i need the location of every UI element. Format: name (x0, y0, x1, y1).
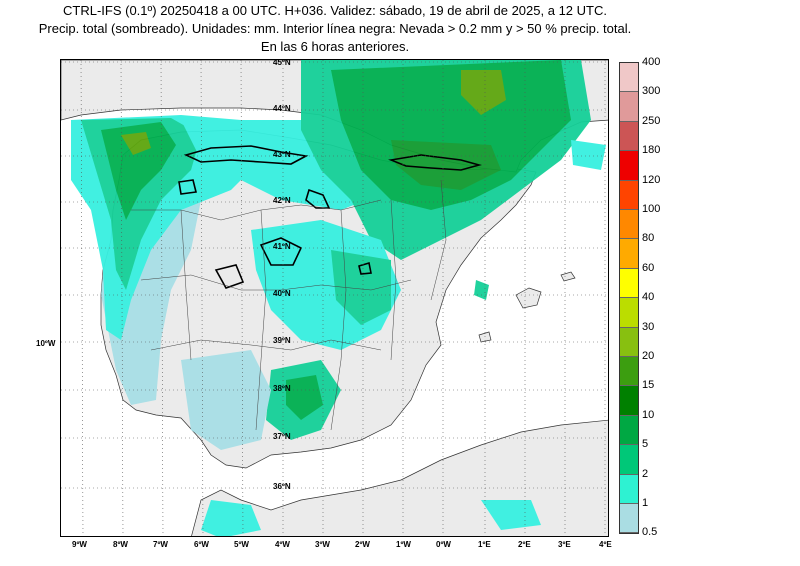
legend-color-box (620, 151, 638, 181)
map-title-line-1: CTRL-IFS (0.1º) 20250418 a 00 UTC. H+036… (63, 3, 607, 18)
legend-color-box (620, 298, 638, 328)
precip-olive-northwest (121, 132, 151, 155)
legend-color-box (620, 386, 638, 416)
latitude-label-43: 43ºN (273, 150, 291, 159)
legend-label: 100 (642, 203, 661, 215)
legend-label: 0.5 (642, 526, 658, 539)
longitude-label-3e: 3ºE (558, 540, 571, 549)
map-title-line-2: Precip. total (sombreado). Unidades: mm.… (38, 21, 632, 36)
precip-cyan-africa (201, 500, 261, 536)
longitude-label-2e: 2ºE (518, 540, 531, 549)
precip-light-blue-south (181, 350, 271, 450)
latitude-label-40: 40ºN (273, 289, 291, 298)
legend-color-box (620, 504, 638, 534)
longitude-label-4e: 4ºE (599, 540, 612, 549)
legend-label: 15 (642, 379, 655, 392)
latitude-label-39: 39ºN (273, 336, 291, 345)
region-borders (131, 179, 447, 431)
legend-label: 30 (642, 320, 655, 333)
longitude-label-0w: 0ºW (436, 540, 451, 549)
precip-green-northwest (101, 122, 176, 220)
precipitation-map: 45ºN 44ºN 43ºN 42ºN 41ºN 40ºN 39ºN 38ºN … (60, 59, 609, 537)
longitude-label-1e: 1ºE (478, 540, 491, 549)
precip-green-northeast (331, 60, 571, 210)
latitude-label-38: 38ºN (273, 384, 291, 393)
legend-color-box (620, 357, 638, 387)
longitude-label-1w: 1ºW (396, 540, 411, 549)
legend-color-box (620, 180, 638, 210)
legend-label: 2 (642, 467, 649, 480)
snow-contour-central (259, 237, 303, 266)
legend-color-box (620, 268, 638, 299)
longitude-label-4w: 4ºW (275, 540, 290, 549)
legend-label: 1 (642, 497, 649, 509)
legend-label: 120 (642, 173, 661, 186)
map-title-line-3: En las 6 horas anteriores. (260, 39, 410, 54)
snow-contour-iberian (305, 188, 331, 209)
precip-dark-green-northeast (391, 140, 501, 190)
legend-color-box (620, 92, 638, 122)
legend-label: 300 (642, 85, 661, 98)
map-canvas (61, 60, 608, 536)
legend-color-box (620, 239, 638, 269)
legend-label: 60 (642, 261, 655, 274)
legend-color-box (620, 445, 638, 475)
legend-label: 20 (642, 350, 655, 362)
legend-color-box (620, 474, 638, 504)
precipitation-shading (71, 60, 606, 536)
snow-contour-cantabrian (183, 145, 309, 165)
precip-olive-northeast (461, 70, 506, 115)
snow-contour-pyrenees (388, 154, 482, 171)
precip-green-south (286, 375, 323, 420)
legend-color-box (620, 63, 638, 93)
longitude-label-2w: 2ºW (355, 540, 370, 549)
latitude-label-44: 44ºN (273, 104, 291, 113)
legend-label: 10 (642, 408, 655, 421)
latitude-label-41: 41ºN (273, 242, 291, 251)
latitude-label-37: 37ºN (273, 432, 291, 441)
menorca-island (560, 271, 576, 282)
latitude-label-36: 36ºN (273, 482, 291, 491)
precip-cyan-africa-east (481, 500, 541, 530)
snow-contour-teruel (358, 261, 372, 275)
legend-color-box (620, 415, 638, 446)
precip-cyan-east-sea (571, 140, 606, 170)
snow-contours (178, 145, 482, 289)
longitude-label-9w: 9ºW (72, 540, 87, 549)
legend-label: 80 (642, 232, 655, 245)
longitude-label-5w: 5ºW (234, 540, 249, 549)
latitude-label-42: 42ºN (273, 196, 291, 205)
longitude-label-3w: 3ºW (315, 540, 330, 549)
legend-color-box (620, 121, 638, 152)
legend-color-box (620, 210, 638, 240)
latitude-label-45: 45ºN (273, 59, 291, 67)
legend-color-box (620, 327, 638, 357)
snow-contour-leon (178, 179, 197, 195)
precip-teal-central (331, 250, 391, 325)
longitude-side-label-10w: 10ºW (36, 339, 56, 348)
mallorca-island (515, 287, 542, 309)
legend-label: 40 (642, 291, 655, 304)
legend-label: 5 (642, 438, 649, 451)
longitude-label-7w: 7ºW (153, 540, 168, 549)
precipitation-legend (619, 62, 639, 534)
longitude-label-8w: 8ºW (113, 540, 128, 549)
longitude-label-6w: 6ºW (194, 540, 209, 549)
legend-label: 180 (642, 144, 661, 157)
snow-contour-west (214, 264, 245, 289)
legend-label: 250 (642, 114, 661, 127)
legend-label: 400 (642, 56, 661, 68)
